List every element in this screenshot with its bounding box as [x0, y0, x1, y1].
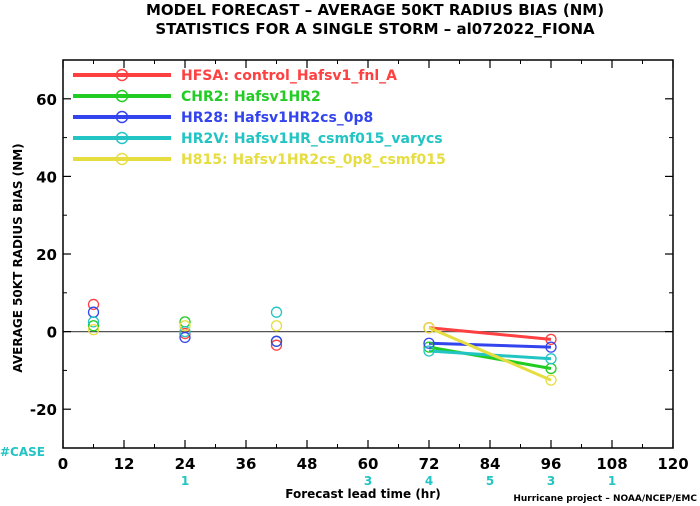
- y-tick-label: 40: [36, 168, 57, 186]
- series-point-2: [423, 337, 435, 349]
- series-point-3: [87, 316, 100, 328]
- x-tick-label: 60: [358, 455, 379, 473]
- x-tick-label: 48: [297, 455, 318, 473]
- x-tick-label: 120: [657, 455, 688, 473]
- legend-label-4: H815: Hafsv1HR2cs_0p8_csmf015: [181, 152, 446, 168]
- legend: HFSA: control_Hafsv1_fnl_A CHR2: Hafsv1HR…: [73, 68, 446, 168]
- x-tick-label: 96: [541, 455, 562, 473]
- series-point-3: [545, 353, 557, 365]
- series-point-1: [423, 341, 435, 353]
- series-point-3: [423, 345, 435, 357]
- series-point-2: [270, 335, 283, 347]
- y-tick-label: -20: [30, 401, 57, 419]
- case-count: 1: [608, 474, 616, 488]
- y-tick-label: 20: [36, 246, 57, 264]
- y-axis-label: AVERAGE 50KT RADIUS BIAS (NM): [11, 143, 25, 372]
- series-line-2: [428, 341, 552, 349]
- series-point-2: [545, 341, 557, 353]
- series-point-4: [270, 320, 283, 332]
- case-count: 3: [364, 474, 372, 488]
- axes: 0 12 24 36 48 60 72 84 96 108 120 -20 0 20 40 60 1 3 4 5 3 1: [30, 59, 689, 488]
- series-point-2: [87, 306, 100, 318]
- series-point-2: [179, 331, 191, 344]
- legend-marker-0: [115, 68, 129, 82]
- case-label: #CASE: [0, 445, 45, 459]
- x-axis-label: Forecast lead time (hr): [285, 487, 441, 501]
- series-point-4: [545, 374, 557, 386]
- legend-marker-3: [115, 131, 129, 145]
- legend-marker-2: [115, 110, 129, 124]
- case-count: 5: [486, 474, 494, 488]
- series-point-0: [270, 339, 283, 351]
- series-point-4: [423, 322, 435, 334]
- y-tick-label: 0: [47, 324, 57, 342]
- series-line-1: [428, 345, 552, 370]
- series-point-3: [179, 325, 191, 338]
- data-layer: [87, 298, 557, 386]
- x-tick-label: 12: [114, 455, 135, 473]
- series-point-4: [87, 324, 100, 336]
- legend-label-0: HFSA: control_Hafsv1_fnl_A: [181, 68, 397, 84]
- chart-subtitle: STATISTICS FOR A SINGLE STORM – al072022…: [155, 20, 595, 38]
- case-count: 3: [547, 474, 555, 488]
- x-tick-label: 108: [596, 455, 627, 473]
- credit-text: Hurricane project – NOAA/NCEP/EMC: [513, 494, 697, 504]
- legend-label-3: HR2V: Hafsv1HR_csmf015_varycs: [181, 131, 443, 147]
- series-line-0: [428, 326, 552, 341]
- x-tick-label: 0: [58, 455, 68, 473]
- legend-label-2: HR28: Hafsv1HR2cs_0p8: [181, 110, 373, 126]
- chart-title: MODEL FORECAST – AVERAGE 50KT RADIUS BIA…: [146, 1, 604, 19]
- x-tick-label: 36: [236, 455, 257, 473]
- legend-marker-1: [115, 89, 129, 103]
- x-tick-label: 24: [175, 455, 196, 473]
- case-count: 4: [425, 474, 433, 488]
- case-count: 1: [181, 474, 189, 488]
- y-tick-label: 60: [36, 91, 57, 109]
- series-point-4: [179, 320, 191, 332]
- series-point-1: [87, 320, 100, 332]
- x-tick-label: 84: [480, 455, 501, 473]
- series-point-0: [545, 333, 557, 346]
- legend-label-1: CHR2: Hafsv1HR2: [181, 89, 321, 105]
- series-point-0: [87, 298, 100, 311]
- x-tick-label: 72: [419, 455, 440, 473]
- legend-marker-4: [115, 152, 129, 166]
- series-point-3: [270, 306, 283, 318]
- series-line-4: [428, 326, 552, 382]
